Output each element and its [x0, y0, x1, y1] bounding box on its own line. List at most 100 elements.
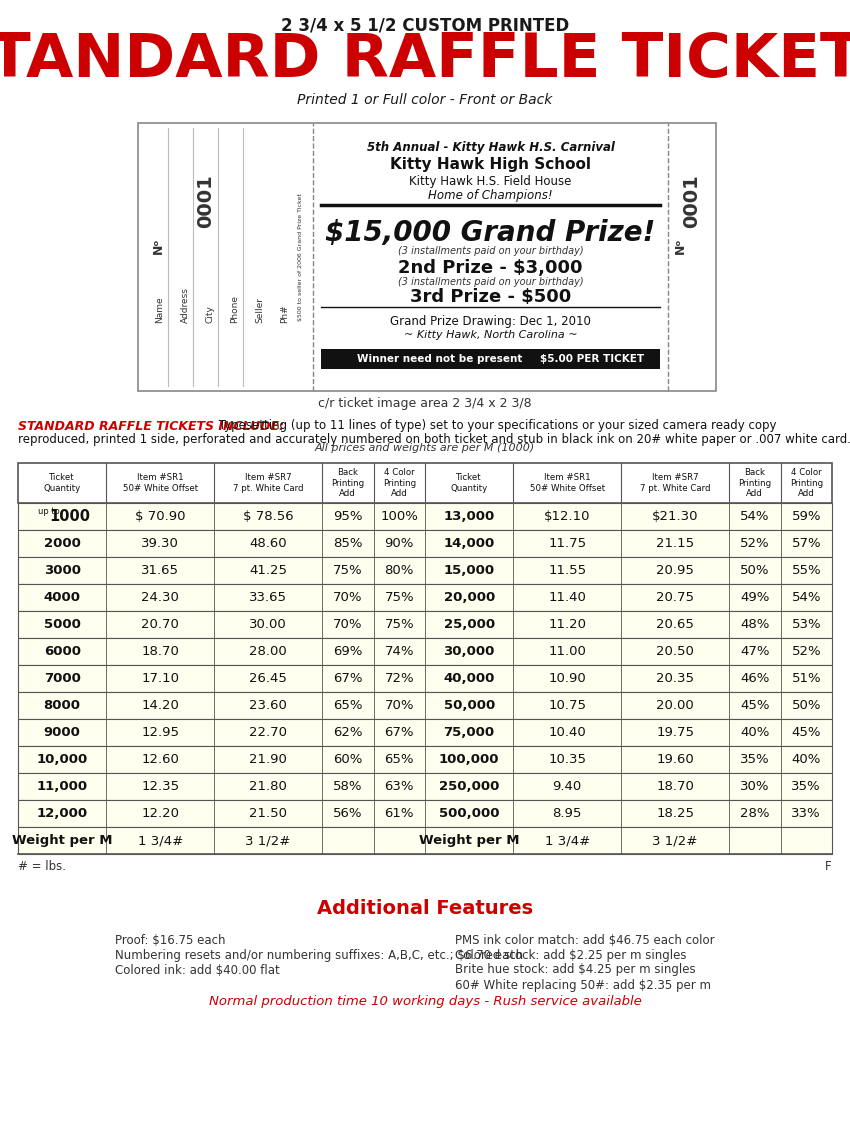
Bar	[18, 463, 832, 503]
Bar	[18, 584, 832, 611]
Text: 4 Color
Printing
Add: 4 Color Printing Add	[382, 468, 416, 498]
Text: 51%: 51%	[791, 672, 821, 685]
Text: 4000: 4000	[43, 591, 81, 604]
Text: 52%: 52%	[791, 645, 821, 658]
Text: 1 3/4#: 1 3/4#	[138, 834, 183, 847]
Text: 33.65: 33.65	[249, 591, 287, 604]
Text: 26.45: 26.45	[249, 672, 287, 685]
Text: 21.80: 21.80	[249, 780, 287, 793]
Text: Weight per M: Weight per M	[12, 834, 112, 847]
Text: 15,000: 15,000	[444, 564, 495, 577]
Bar	[18, 747, 832, 774]
Text: 13,000: 13,000	[444, 510, 495, 522]
Bar	[321, 349, 660, 369]
Text: 45%: 45%	[791, 726, 821, 739]
Bar	[18, 799, 832, 826]
Text: Proof: $16.75 each: Proof: $16.75 each	[115, 933, 225, 947]
Text: 95%: 95%	[333, 510, 362, 522]
Text: 11.20: 11.20	[548, 618, 586, 631]
Text: 53%: 53%	[791, 618, 821, 631]
Text: 21.90: 21.90	[249, 753, 287, 766]
Text: 250,000: 250,000	[439, 780, 499, 793]
Text: Phone: Phone	[230, 295, 240, 323]
Text: 8.95: 8.95	[552, 807, 582, 820]
Text: 14,000: 14,000	[444, 537, 495, 549]
Bar	[18, 692, 832, 720]
Text: Item #SR7
7 pt. White Card: Item #SR7 7 pt. White Card	[640, 473, 711, 493]
Text: 20.50: 20.50	[656, 645, 694, 658]
Text: 55%: 55%	[791, 564, 821, 577]
Text: 7000: 7000	[43, 672, 81, 685]
Text: PMS ink color match: add $46.75 each color: PMS ink color match: add $46.75 each col…	[455, 933, 715, 947]
Bar	[18, 665, 832, 692]
Text: 54%: 54%	[740, 510, 769, 522]
Text: Ticket
Quantity: Ticket Quantity	[450, 473, 488, 493]
Text: 70%: 70%	[333, 591, 362, 604]
Text: 22.70: 22.70	[249, 726, 287, 739]
Text: 70%: 70%	[333, 618, 362, 631]
Text: Normal production time 10 working days - Rush service available: Normal production time 10 working days -…	[208, 995, 642, 1009]
Text: 47%: 47%	[740, 645, 769, 658]
Text: 28%: 28%	[740, 807, 769, 820]
Text: Home of Champions!: Home of Champions!	[428, 188, 552, 202]
Bar	[18, 720, 832, 747]
Text: 20.00: 20.00	[656, 699, 694, 712]
Bar	[18, 503, 832, 530]
Text: 12.60: 12.60	[141, 753, 179, 766]
Text: 41.25: 41.25	[249, 564, 287, 577]
Text: 70%: 70%	[384, 699, 414, 712]
Text: 3 1/2#: 3 1/2#	[246, 834, 291, 847]
Text: 31.65: 31.65	[141, 564, 179, 577]
Text: 50,000: 50,000	[444, 699, 495, 712]
Text: F: F	[825, 859, 832, 873]
Text: 18.70: 18.70	[656, 780, 694, 793]
Text: 54%: 54%	[791, 591, 821, 604]
Text: 67%: 67%	[333, 672, 362, 685]
Text: 65%: 65%	[333, 699, 362, 712]
Bar	[138, 123, 716, 391]
Text: 100%: 100%	[380, 510, 418, 522]
Text: Numbering resets and/or numbering suffixes: A,B,C, etc.; $6.70 each: Numbering resets and/or numbering suffix…	[115, 948, 523, 962]
Text: 58%: 58%	[333, 780, 362, 793]
Text: 10.75: 10.75	[548, 699, 586, 712]
Text: 14.20: 14.20	[141, 699, 179, 712]
Text: c/r ticket image area 2 3/4 x 2 3/8: c/r ticket image area 2 3/4 x 2 3/8	[318, 397, 532, 411]
Bar	[18, 638, 832, 665]
Text: 57%: 57%	[791, 537, 821, 549]
Text: 40%: 40%	[791, 753, 821, 766]
Text: $21.30: $21.30	[652, 510, 699, 522]
Text: 62%: 62%	[333, 726, 362, 739]
Text: 11.40: 11.40	[548, 591, 586, 604]
Text: 33%: 33%	[791, 807, 821, 820]
Text: 46%: 46%	[740, 672, 769, 685]
Bar	[18, 826, 832, 854]
Text: 75,000: 75,000	[444, 726, 495, 739]
Text: 2 3/4 x 5 1/2 CUSTOM PRINTED: 2 3/4 x 5 1/2 CUSTOM PRINTED	[280, 17, 570, 35]
Text: 35%: 35%	[740, 753, 769, 766]
Text: $ 78.56: $ 78.56	[243, 510, 293, 522]
Text: 48.60: 48.60	[249, 537, 287, 549]
Text: Item #SR1
50# White Offset: Item #SR1 50# White Offset	[122, 473, 198, 493]
Text: 12.35: 12.35	[141, 780, 179, 793]
Text: 12.95: 12.95	[141, 726, 179, 739]
Text: Kitty Hawk High School: Kitty Hawk High School	[390, 158, 591, 172]
Text: Item #SR1
50# White Offset: Item #SR1 50# White Offset	[530, 473, 604, 493]
Text: STANDARD RAFFLE TICKETS: STANDARD RAFFLE TICKETS	[0, 32, 850, 90]
Text: Additional Features: Additional Features	[317, 899, 533, 918]
Text: 28.00: 28.00	[249, 645, 287, 658]
Text: 60# White replacing 50#: add $2.35 per m: 60# White replacing 50#: add $2.35 per m	[455, 978, 711, 992]
Text: 50%: 50%	[791, 699, 821, 712]
Text: Nᵒ: Nᵒ	[151, 238, 165, 254]
Text: 75%: 75%	[333, 564, 363, 577]
Text: All prices and weights are per M (1000): All prices and weights are per M (1000)	[314, 443, 536, 453]
Text: 4 Color
Printing
Add: 4 Color Printing Add	[790, 468, 823, 498]
Text: 20.75: 20.75	[656, 591, 694, 604]
Text: 10.40: 10.40	[548, 726, 586, 739]
Text: 10,000: 10,000	[37, 753, 88, 766]
Text: 11.00: 11.00	[548, 645, 586, 658]
Text: 12.20: 12.20	[141, 807, 179, 820]
Text: 49%: 49%	[740, 591, 769, 604]
Text: 100,000: 100,000	[439, 753, 500, 766]
Text: 56%: 56%	[333, 807, 362, 820]
Text: 61%: 61%	[384, 807, 414, 820]
